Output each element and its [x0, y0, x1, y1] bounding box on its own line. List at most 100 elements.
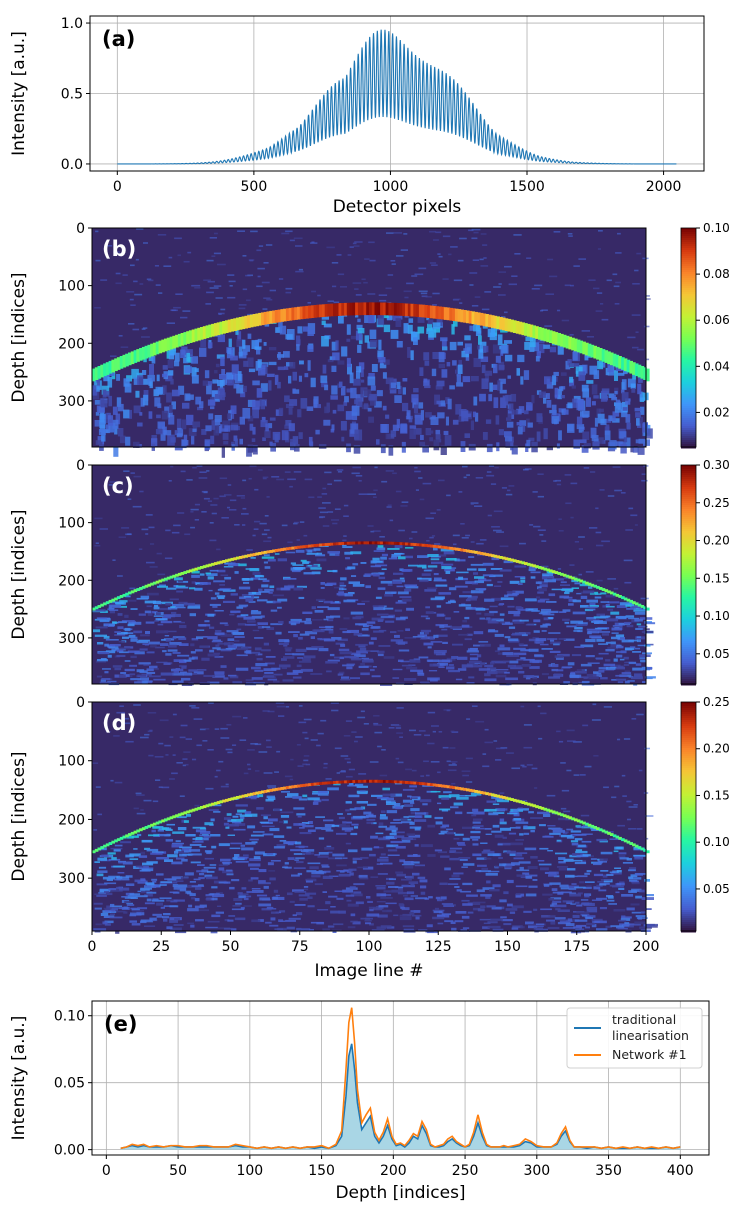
- noise-mark: [357, 716, 366, 719]
- speckle-mark: [335, 553, 340, 557]
- speckle-mark: [157, 585, 168, 588]
- noise-mark: [332, 522, 338, 525]
- speckle-mark: [449, 857, 460, 861]
- surface-band-segment: [560, 572, 564, 576]
- speckle-mark: [511, 409, 518, 415]
- speckle-mark: [311, 871, 325, 875]
- surface-band-segment: [244, 554, 248, 558]
- speckle-mark: [629, 867, 637, 870]
- colorbar-step: [681, 324, 696, 327]
- y-axis-title: Intensity [a.u.]: [9, 31, 29, 156]
- speckle-mark: [444, 920, 454, 923]
- speckle-mark: [474, 580, 484, 584]
- surface-band-segment: [222, 321, 226, 334]
- speckle-mark: [239, 893, 249, 895]
- speckle-mark: [571, 587, 579, 589]
- speckle-mark: [523, 410, 529, 415]
- speckle-mark: [258, 882, 271, 885]
- speckle-mark: [278, 642, 289, 645]
- speckle-mark: [282, 866, 289, 869]
- speckle-mark: [281, 667, 287, 670]
- speckle-mark: [598, 669, 605, 673]
- speckle-mark: [144, 610, 152, 614]
- speckle-mark: [281, 658, 287, 661]
- speckle-mark: [267, 559, 276, 562]
- speckle-mark: [401, 598, 412, 602]
- speckle-mark: [101, 678, 111, 681]
- noise-mark: [172, 713, 177, 716]
- noise-mark: [247, 749, 255, 751]
- speckle-mark: [548, 874, 557, 877]
- surface-band-segment: [502, 317, 506, 331]
- speckle-mark: [216, 354, 225, 359]
- speckle-mark: [355, 901, 364, 905]
- speckle-mark: [162, 650, 167, 653]
- speckle-mark: [199, 645, 209, 648]
- noise-mark: [110, 355, 117, 357]
- speckle-mark: [597, 881, 609, 883]
- speckle-mark: [300, 398, 308, 409]
- noise-mark: [451, 731, 459, 733]
- speckle-mark: [175, 849, 182, 852]
- colorbar-tick-label: 0.02: [703, 405, 730, 419]
- noise-mark: [267, 536, 272, 539]
- speckle-mark: [511, 862, 520, 866]
- colorbar-step: [681, 364, 696, 367]
- speckle-mark: [559, 920, 573, 922]
- speckle-mark: [502, 622, 513, 625]
- speckle-mark: [201, 869, 209, 873]
- noise-mark: [93, 829, 98, 831]
- speckle-mark: [610, 664, 621, 667]
- speckle-mark: [110, 903, 115, 907]
- speckle-mark: [248, 368, 256, 373]
- speckle-mark: [266, 795, 275, 799]
- speckle-mark: [625, 648, 633, 651]
- speckle-mark: [100, 679, 107, 683]
- speckle-mark: [455, 404, 462, 415]
- speckle-mark: [175, 930, 187, 934]
- speckle-mark: [99, 424, 106, 432]
- noise-mark: [157, 573, 166, 576]
- speckle-mark: [314, 883, 323, 886]
- speckle-mark: [240, 605, 247, 608]
- speckle-mark: [507, 812, 518, 815]
- speckle-mark: [292, 388, 296, 393]
- speckle-mark: [223, 822, 229, 826]
- noise-mark: [590, 471, 596, 473]
- speckle-mark: [187, 908, 199, 912]
- noise-mark: [166, 322, 175, 324]
- noise-mark: [427, 711, 436, 714]
- speckle-mark: [472, 853, 482, 857]
- surface-band-segment: [579, 340, 584, 354]
- speckle-mark: [370, 565, 382, 568]
- surface-band-segment: [363, 302, 368, 316]
- noise-mark: [318, 507, 326, 509]
- speckle-mark: [499, 613, 505, 616]
- speckle-mark: [249, 423, 254, 431]
- speckle-mark: [276, 844, 286, 848]
- speckle-mark: [492, 884, 501, 888]
- noise-mark: [298, 268, 303, 271]
- speckle-mark: [570, 834, 583, 836]
- speckle-mark: [257, 626, 264, 629]
- speckle-mark: [173, 670, 179, 674]
- noise-mark: [242, 524, 246, 526]
- speckle-mark: [611, 627, 622, 631]
- speckle-mark: [169, 905, 179, 908]
- speckle-mark: [253, 682, 265, 684]
- speckle-mark: [260, 383, 268, 392]
- speckle-mark: [332, 853, 345, 857]
- speckle-mark: [612, 625, 623, 627]
- speckle-mark: [375, 885, 386, 887]
- speckle-mark: [473, 825, 484, 827]
- speckle-mark: [626, 608, 636, 610]
- surface-band-segment: [410, 303, 415, 317]
- speckle-mark: [95, 412, 100, 416]
- speckle-mark: [217, 596, 225, 599]
- noise-mark: [290, 758, 294, 761]
- noise-mark: [213, 252, 221, 255]
- noise-mark: [242, 255, 247, 257]
- speckle-mark: [116, 397, 122, 407]
- noise-mark: [319, 516, 324, 519]
- speckle-mark: [482, 887, 495, 890]
